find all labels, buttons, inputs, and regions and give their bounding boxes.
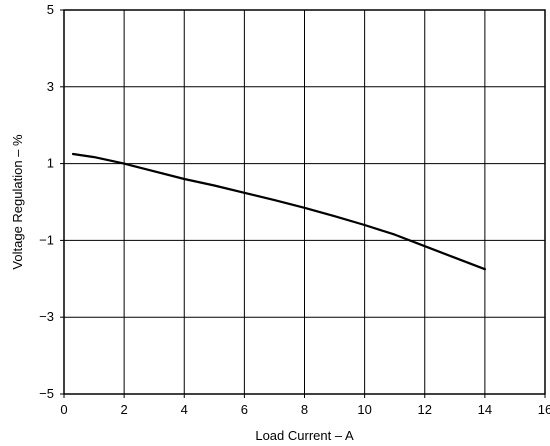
series-line xyxy=(71,152,486,271)
x-tick-label: 6 xyxy=(241,402,248,417)
x-tick-labels: 0 2 4 6 8 10 12 14 16 xyxy=(60,402,550,417)
x-tick-label: 10 xyxy=(357,402,371,417)
x-axis-label: Load Current – A xyxy=(255,428,354,443)
y-tick-label: −5 xyxy=(39,386,54,401)
y-tick-label: 3 xyxy=(47,79,54,94)
x-tick-label: 12 xyxy=(418,402,432,417)
x-tick-label: 8 xyxy=(301,402,308,417)
x-tick-label: 4 xyxy=(181,402,188,417)
axis-ticks xyxy=(60,9,546,398)
x-tick-label: 0 xyxy=(60,402,67,417)
grid xyxy=(64,10,545,394)
x-tick-label: 2 xyxy=(121,402,128,417)
x-tick-label: 14 xyxy=(478,402,492,417)
x-tick-label: 16 xyxy=(538,402,550,417)
y-tick-label: −3 xyxy=(39,309,54,324)
series-layer xyxy=(71,152,486,271)
y-tick-labels: −5 −3 −1 1 3 5 xyxy=(39,2,54,401)
y-tick-label: −1 xyxy=(39,232,54,247)
y-tick-label: 5 xyxy=(47,2,54,17)
y-axis-label: Voltage Regulation – % xyxy=(10,134,25,270)
y-tick-label: 1 xyxy=(47,156,54,171)
